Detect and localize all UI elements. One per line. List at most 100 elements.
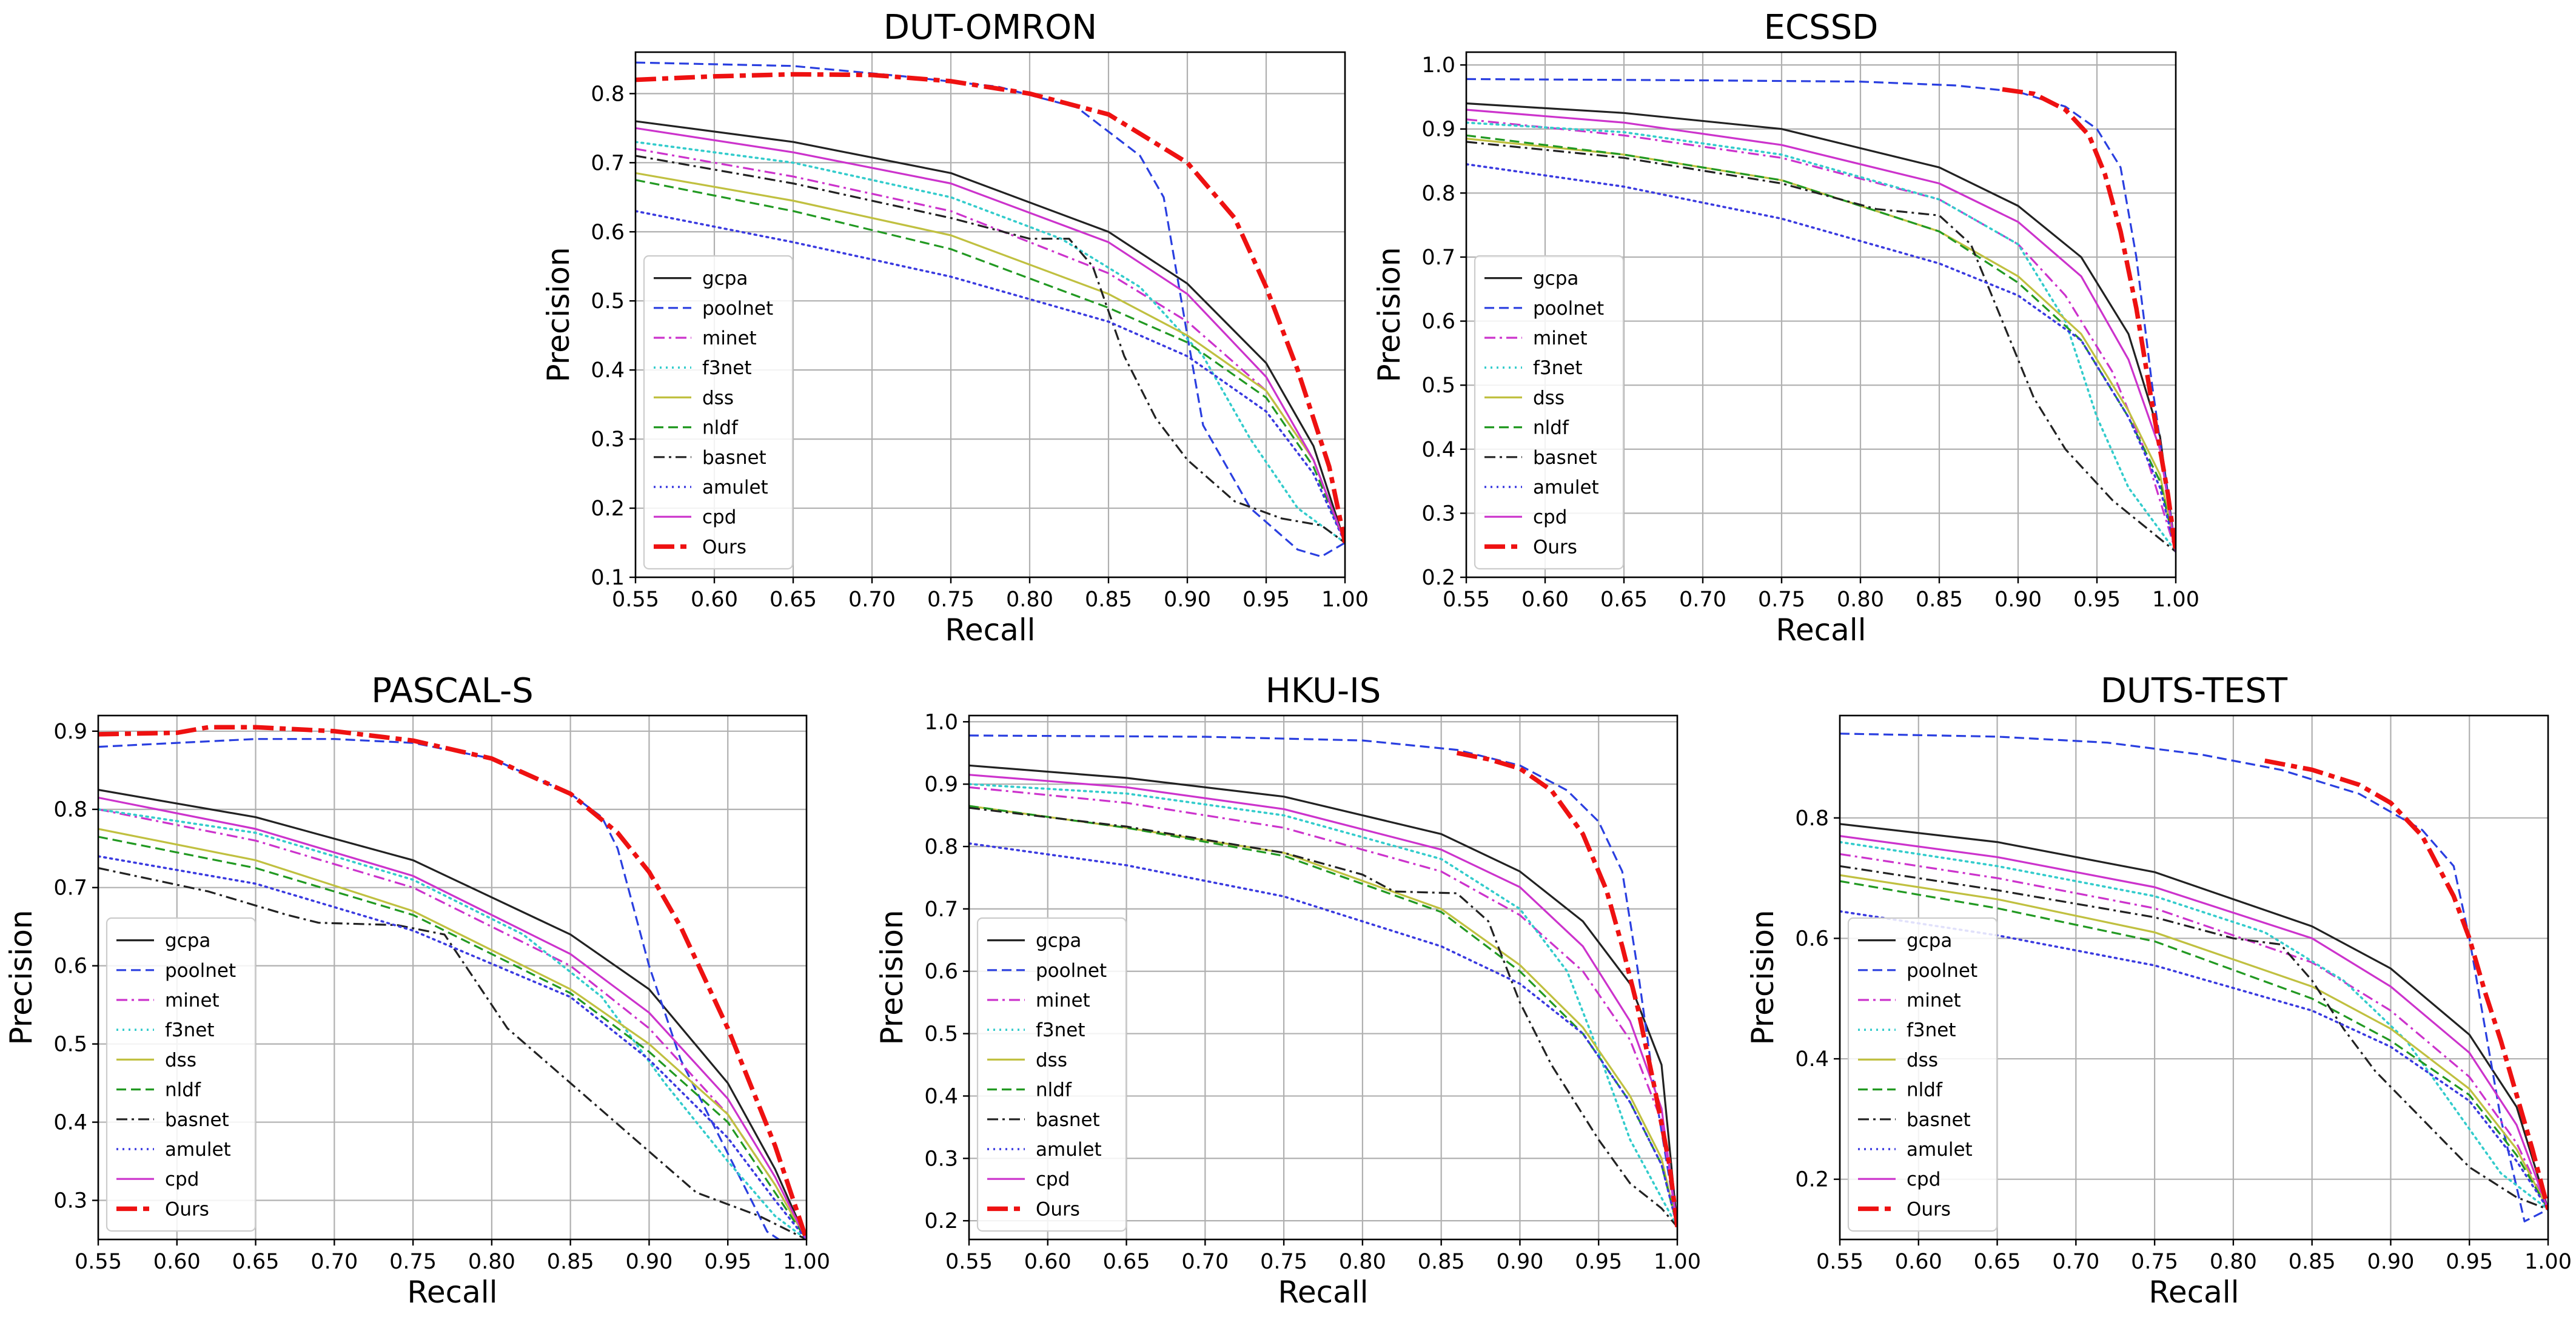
x-tick-label: 0.60 <box>1895 1250 1942 1274</box>
series-line-amulet <box>98 855 807 1239</box>
y-tick-label: 0.6 <box>53 954 87 979</box>
x-tick-label: 0.65 <box>1600 588 1648 612</box>
legend-label: Ours <box>1907 1198 1951 1220</box>
series-group <box>1840 733 2548 1222</box>
chart-title: DUTS-TEST <box>2101 671 2288 711</box>
y-tick-label: 0.2 <box>1421 566 1455 590</box>
x-tick-label: 0.85 <box>1085 588 1132 612</box>
x-tick-label: 0.75 <box>389 1250 437 1274</box>
x-tick-label: 1.00 <box>2524 1250 2572 1274</box>
series-line-f3net <box>969 783 1677 1229</box>
x-tick-label: 1.00 <box>2152 588 2199 612</box>
x-axis-label: Recall <box>1776 612 1866 648</box>
x-tick-label: 0.80 <box>468 1250 515 1274</box>
legend-label: amulet <box>702 477 768 498</box>
chart-panel: 0.55 0.60 0.65 0.70 0.75 0.80 0.85 0.90 0.95 1.00… <box>874 671 1701 1310</box>
legend-box <box>1847 917 1998 1232</box>
series-line-gcpa <box>969 764 1677 1227</box>
chart-title: PASCAL-S <box>371 671 533 711</box>
legend-label: Ours <box>165 1198 209 1220</box>
x-tick-label: 0.65 <box>770 588 817 612</box>
x-tick-label: 0.90 <box>1164 588 1211 612</box>
x-tick-label: 0.65 <box>1974 1250 2021 1274</box>
y-tick-label: 0.2 <box>1795 1168 1829 1192</box>
series-line-ours <box>2002 87 2176 552</box>
plot-frame <box>97 714 808 1241</box>
x-tick-label: 0.60 <box>1521 588 1569 612</box>
legend-label: f3net <box>1907 1019 1956 1041</box>
chart-panel: 0.55 0.60 0.65 0.70 0.75 0.80 0.85 0.90 0.95 1.00… <box>1745 671 2572 1310</box>
legend: gcpa poolnet minet f3net dss nldf basnet amulet… <box>643 255 794 570</box>
plot-frame <box>1465 51 2177 578</box>
legend-label: basnet <box>1036 1109 1100 1131</box>
y-tick-label: 0.7 <box>924 897 958 922</box>
series-line-ours <box>636 72 1345 543</box>
x-tick-label: 1.00 <box>783 1250 830 1274</box>
series-line-amulet <box>1840 910 2548 1211</box>
series-line-nldf <box>636 179 1345 543</box>
series-line-basnet <box>969 807 1677 1228</box>
legend-label: basnet <box>702 447 766 469</box>
x-axis-label: Recall <box>407 1275 497 1310</box>
legend-label: amulet <box>1533 477 1599 498</box>
legend-label: cpd <box>1533 506 1567 528</box>
legend-label: poolnet <box>1907 960 1977 982</box>
series-line-amulet <box>969 842 1677 1229</box>
y-tick-label: 0.7 <box>591 151 625 175</box>
chart-panel: 0.55 0.60 0.65 0.70 0.75 0.80 0.85 0.90 0.95 1.00… <box>1372 8 2199 648</box>
y-tick-label: 0.8 <box>53 798 87 822</box>
y-tick-label: 0.5 <box>1421 374 1455 398</box>
y-tick-label: 1.0 <box>1421 53 1455 78</box>
series-line-basnet <box>636 155 1345 544</box>
y-tick-label: 0.4 <box>924 1084 958 1108</box>
x-tick-label: 0.85 <box>2289 1250 2336 1274</box>
series-line-dss <box>98 828 807 1239</box>
legend-label: Ours <box>1533 536 1577 558</box>
x-tick-label: 0.55 <box>612 588 659 612</box>
y-tick-label: 0.5 <box>591 289 625 314</box>
y-tick-label: 0.1 <box>591 566 625 590</box>
y-tick-label: 0.9 <box>1421 118 1455 142</box>
series-line-basnet <box>1840 865 2548 1210</box>
y-tick-label: 0.3 <box>591 428 625 452</box>
series-line-f3net <box>1466 121 2176 553</box>
legend-label: basnet <box>1533 447 1597 469</box>
x-tick-label: 0.90 <box>1994 588 2042 612</box>
series-line-nldf <box>98 836 807 1239</box>
y-tick-label: 0.6 <box>591 220 625 244</box>
y-tick-label: 0.8 <box>1421 181 1455 206</box>
legend-label: dss <box>702 387 734 409</box>
series-group <box>98 725 807 1239</box>
y-tick-label: 0.8 <box>924 835 958 859</box>
y-axis-label: Precision <box>874 910 910 1045</box>
x-tick-label: 0.70 <box>848 588 896 612</box>
x-tick-label: 0.80 <box>1006 588 1053 612</box>
x-tick-label: 1.00 <box>1321 588 1369 612</box>
x-tick-label: 0.90 <box>625 1250 673 1274</box>
series-group <box>636 61 1345 558</box>
legend-label: minet <box>165 990 220 1011</box>
series-line-amulet <box>636 210 1345 544</box>
series-line-poolnet <box>1466 78 2176 552</box>
legend-label: nldf <box>702 417 739 439</box>
series-line-nldf <box>1466 134 2176 552</box>
legend-label: Ours <box>702 536 746 558</box>
y-tick-label: 0.8 <box>591 82 625 106</box>
series-group <box>1466 78 2176 553</box>
y-tick-label: 0.6 <box>1795 927 1829 951</box>
series-line-ours <box>98 725 807 1239</box>
y-tick-label: 0.2 <box>591 497 625 521</box>
series-line-minet <box>1840 853 2548 1210</box>
x-tick-label: 0.90 <box>1496 1250 1543 1274</box>
x-tick-label: 0.95 <box>2446 1250 2493 1274</box>
x-tick-label: 0.65 <box>1103 1250 1150 1274</box>
legend-label: cpd <box>165 1169 199 1190</box>
legend-label: poolnet <box>702 298 773 320</box>
x-tick-label: 1.00 <box>1654 1250 1701 1274</box>
y-tick-label: 0.7 <box>1421 246 1455 270</box>
x-tick-label: 0.95 <box>1575 1250 1622 1274</box>
series-line-dss <box>1840 874 2548 1210</box>
series-line-ours <box>2264 758 2548 1210</box>
y-tick-label: 0.4 <box>591 358 625 383</box>
